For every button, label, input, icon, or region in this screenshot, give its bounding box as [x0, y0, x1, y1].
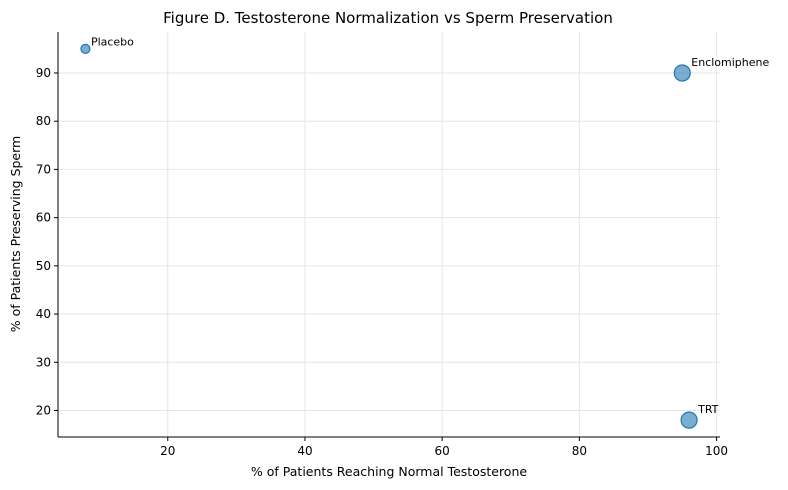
x-ticks: 20 40 60 80 100 — [160, 437, 728, 458]
axes — [57, 32, 720, 438]
x-axis-label: % of Patients Reaching Normal Testostero… — [251, 464, 527, 479]
y-tick-label: 70 — [36, 162, 51, 176]
x-tick-label: 80 — [572, 444, 587, 458]
x-tick-label: 60 — [435, 444, 450, 458]
chart-title: Figure D. Testosterone Normalization vs … — [163, 9, 613, 27]
data-point — [673, 64, 691, 82]
point-label: Placebo — [91, 35, 134, 48]
x-tick-label: 100 — [705, 444, 728, 458]
y-tick-label: 60 — [36, 211, 51, 225]
y-tick-label: 40 — [36, 307, 51, 321]
data-points: Placebo Enclomiphene TRT — [80, 35, 769, 429]
y-tick-label: 90 — [36, 66, 51, 80]
y-tick-label: 50 — [36, 259, 51, 273]
point-label: TRT — [697, 403, 719, 416]
data-point — [80, 43, 91, 54]
y-axis-label: % of Patients Preserving Sperm — [8, 136, 23, 332]
y-ticks: 20 30 40 50 60 70 80 90 — [36, 66, 58, 417]
x-tick-label: 40 — [297, 444, 312, 458]
y-tick-label: 20 — [36, 403, 51, 417]
grid — [58, 32, 720, 437]
data-point — [680, 411, 698, 429]
y-tick-label: 30 — [36, 355, 51, 369]
y-tick-label: 80 — [36, 114, 51, 128]
x-tick-label: 20 — [160, 444, 175, 458]
point-label: Enclomiphene — [691, 56, 769, 69]
